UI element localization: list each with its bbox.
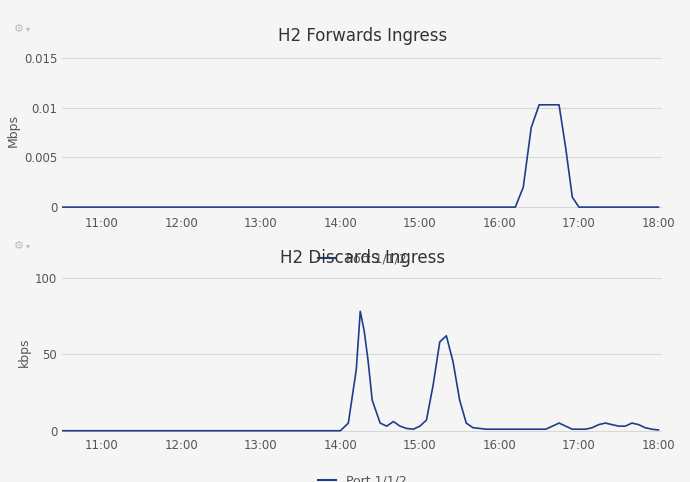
Text: ⚙: ⚙ (14, 24, 23, 34)
Y-axis label: kbps: kbps (18, 337, 31, 367)
Legend: Port 1/1/2: Port 1/1/2 (313, 248, 412, 271)
Y-axis label: Mbps: Mbps (7, 114, 20, 147)
Text: ▾: ▾ (26, 24, 30, 33)
Text: ⚙: ⚙ (14, 241, 23, 251)
Legend: Port 1/1/2: Port 1/1/2 (313, 469, 412, 482)
Title: H2 Discards Ingress: H2 Discards Ingress (279, 249, 445, 267)
Title: H2 Forwards Ingress: H2 Forwards Ingress (277, 27, 447, 45)
Text: ▾: ▾ (26, 241, 30, 250)
